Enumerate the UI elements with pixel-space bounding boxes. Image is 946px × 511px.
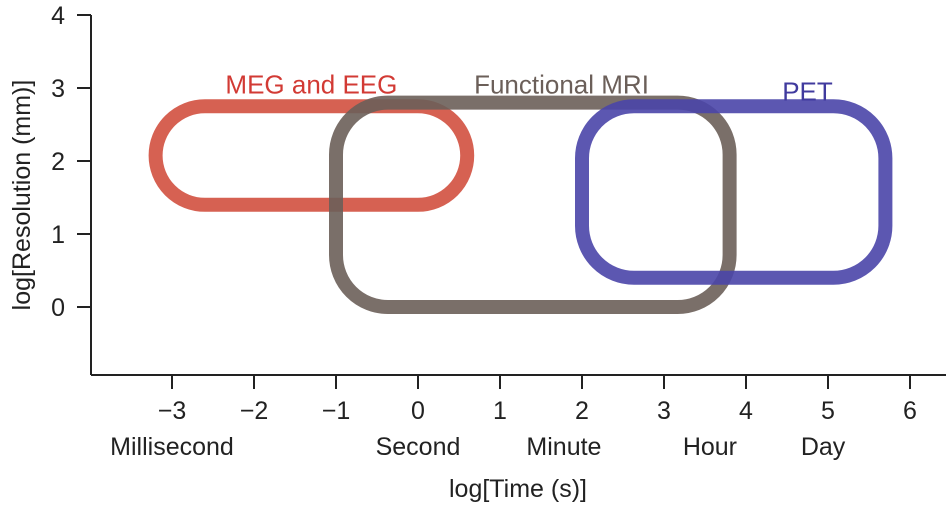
region-meg-and-eeg xyxy=(148,99,475,212)
y-tick-label: 0 xyxy=(51,294,65,322)
y-tick-label: 3 xyxy=(51,75,65,103)
x-axis-label: log[Time (s)] xyxy=(449,475,587,503)
time-unit-label: Millisecond xyxy=(110,433,234,461)
y-tick-label: 4 xyxy=(51,2,65,30)
y-axis-label: log[Resolution (mm)] xyxy=(8,80,36,311)
time-unit-label: Day xyxy=(801,433,846,461)
x-tick-label: 1 xyxy=(493,397,507,425)
x-tick-label: 0 xyxy=(411,397,425,425)
x-tick-label: 5 xyxy=(821,397,835,425)
x-tick-label: −3 xyxy=(158,397,187,425)
x-tick-label: −2 xyxy=(240,397,269,425)
y-tick-label: 2 xyxy=(51,148,65,176)
x-tick-label: −1 xyxy=(322,397,351,425)
region-pet xyxy=(575,99,893,285)
labels-layer: log[Time (s)] log[Resolution (mm)] Milli… xyxy=(8,69,846,503)
region-label: Functional MRI xyxy=(474,69,649,99)
regions-layer xyxy=(148,95,893,314)
x-tick-label: 6 xyxy=(903,397,917,425)
time-unit-label: Hour xyxy=(683,433,737,461)
x-tick-label: 4 xyxy=(739,397,753,425)
time-unit-label: Minute xyxy=(526,433,601,461)
y-tick-label: 1 xyxy=(51,221,65,249)
time-unit-label: Second xyxy=(376,433,461,461)
x-tick-label: 2 xyxy=(575,397,589,425)
x-tick-label: 3 xyxy=(657,397,671,425)
ticks-layer: −3 −2 −1 0 1 2 3 4 5 6 0 1 2 3 4 xyxy=(51,2,917,425)
region-functional-mri xyxy=(329,95,737,314)
region-label: MEG and EEG xyxy=(225,69,397,99)
axes-layer xyxy=(90,15,946,376)
region-label: PET xyxy=(782,77,833,107)
